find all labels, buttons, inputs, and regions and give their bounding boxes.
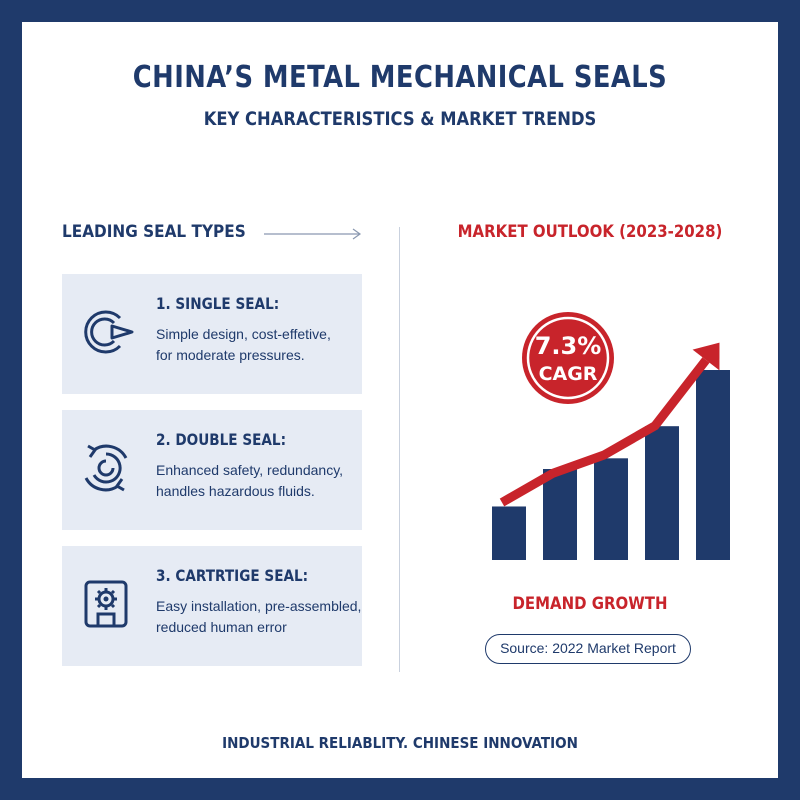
double-rotation-icon: [84, 444, 128, 492]
chart-caption: DEMAND GROWTH: [512, 594, 668, 614]
card-title: 2. DOUBLE SEAL:: [156, 430, 287, 449]
demand-growth-chart: 7.3% CAGR: [492, 312, 730, 560]
cartridge-gear-icon: [84, 580, 128, 628]
chart-bar: [594, 458, 628, 560]
page-subtitle: KEY CHARACTERISTICS & MARKET TRENDS: [203, 108, 597, 130]
seal-card-single: 1. SINGLE SEAL: Simple design, cost-effe…: [62, 274, 362, 394]
chart-bar: [492, 506, 526, 560]
circular-arrow-icon: [84, 310, 134, 354]
card-title: 1. SINGLE SEAL:: [156, 294, 280, 313]
card-description: Easy installation, pre-assembled, reduce…: [156, 598, 362, 635]
right-arrow-icon: [264, 228, 362, 240]
chart-bar: [543, 469, 577, 560]
card-description: Simple design, cost-effetive, for modera…: [156, 326, 331, 363]
seal-types-heading: LEADING SEAL TYPES: [62, 222, 246, 242]
page-title: CHINA’S METAL MECHANICAL SEALS: [132, 60, 668, 95]
seal-card-double: 2. DOUBLE SEAL: Enhanced safety, redunda…: [62, 410, 362, 530]
cagr-value: 7.3%: [535, 332, 602, 360]
column-divider: [399, 227, 400, 672]
trend-line: [499, 357, 710, 507]
source-badge: Source: 2022 Market Report: [485, 634, 691, 664]
trend-arrowhead: [692, 342, 720, 371]
chart-bar: [696, 370, 730, 560]
chart-bar: [645, 426, 679, 560]
seal-card-cartridge: 3. CARTRTIGE SEAL: Easy installation, pr…: [62, 546, 362, 666]
footer-tagline: INDUSTRIAL RELIABLITY. CHINESE INNOVATIO…: [222, 734, 578, 752]
cagr-badge: 7.3% CAGR: [522, 312, 614, 404]
card-description: Enhanced safety, redundancy, handles haz…: [156, 462, 344, 499]
card-title: 3. CARTRTIGE SEAL:: [156, 566, 309, 585]
infographic-frame: CHINA’S METAL MECHANICAL SEALS KEY CHARA…: [22, 22, 778, 778]
market-outlook-heading: MARKET OUTLOOK (2023-2028): [457, 222, 723, 242]
cagr-label: CAGR: [539, 363, 598, 385]
